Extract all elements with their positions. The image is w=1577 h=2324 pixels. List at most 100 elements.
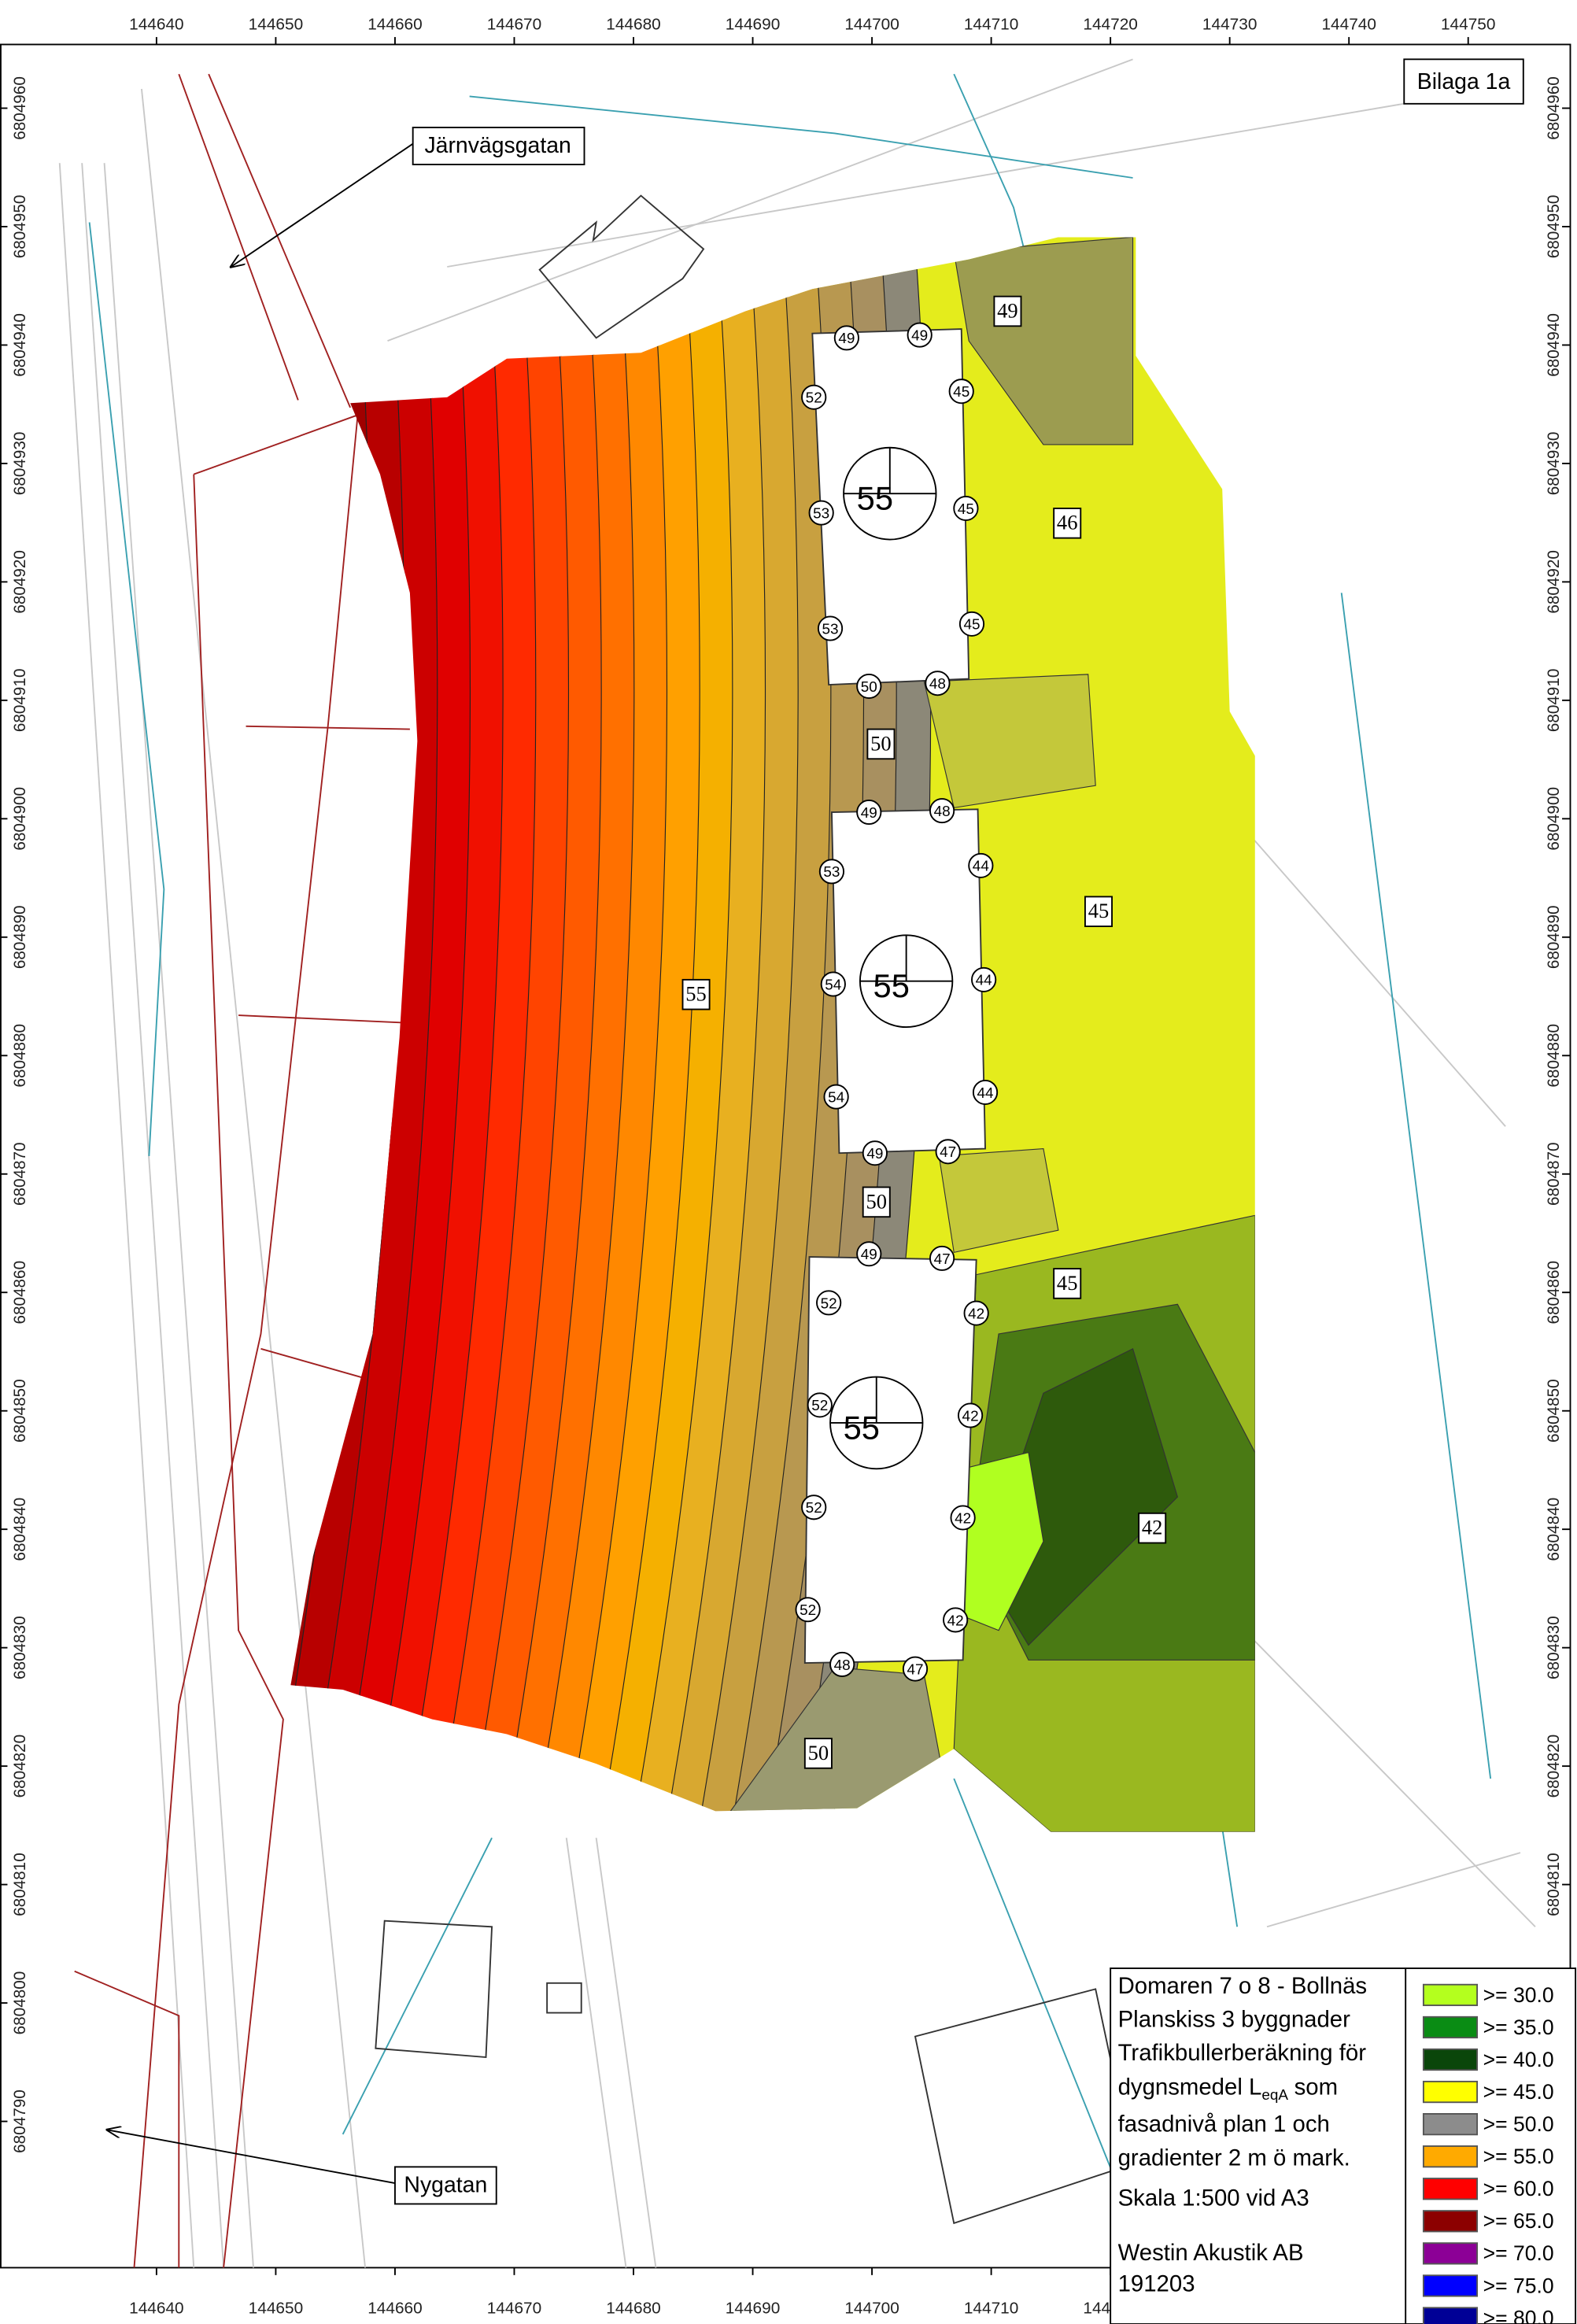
facade-label: 48: [934, 804, 951, 820]
legend-label: >= 30.0: [1483, 1983, 1554, 2007]
legend-swatch: [1424, 2082, 1477, 2102]
facade-label: 45: [953, 384, 969, 401]
facade-label: 44: [973, 859, 989, 875]
info-line: fasadnivå plan 1 och: [1118, 2112, 1330, 2137]
legend-label: >= 60.0: [1483, 2177, 1554, 2200]
facade-label: 52: [821, 1295, 837, 1312]
info-line: Westin Akustik AB: [1118, 2241, 1304, 2266]
facade-label: 44: [976, 973, 992, 989]
x-tick-label: 144750: [1441, 16, 1495, 34]
legend-label: >= 50.0: [1483, 2112, 1554, 2136]
legend-label: >= 40.0: [1483, 2048, 1554, 2071]
legend-swatch: [1424, 2307, 1477, 2324]
facade-label: 52: [806, 1500, 822, 1517]
x-tick-label: 144640: [129, 2300, 183, 2318]
facade-label: 47: [940, 1144, 956, 1161]
zone-label: 49: [997, 298, 1018, 322]
x-tick-label: 144700: [844, 2300, 899, 2318]
y-tick-label: 6804840: [11, 1498, 29, 1561]
facade-label: 52: [800, 1602, 816, 1619]
x-tick-label: 144730: [1202, 16, 1257, 34]
x-tick-label: 144660: [367, 16, 422, 34]
y-tick-label: 6804790: [11, 2089, 29, 2153]
zone-label: 50: [866, 1189, 887, 1213]
facade-label: 47: [907, 1661, 923, 1678]
facade-label: 53: [813, 506, 829, 523]
x-tick-label: 144640: [129, 16, 183, 34]
appendix-label: Bilaga 1a: [1417, 69, 1511, 94]
info-line: Trafikbullerberäkning för: [1118, 2041, 1367, 2066]
legend-label: >= 45.0: [1483, 2080, 1554, 2104]
x-tick-label: 144700: [844, 16, 899, 34]
info-text: dygnsmedel L: [1118, 2075, 1262, 2100]
y-tick-label: 6804830: [11, 1616, 29, 1679]
band: [924, 674, 1095, 807]
y-tick-label: 6804880: [1545, 1024, 1563, 1088]
facade-label: 49: [838, 331, 855, 347]
y-tick-label: 6804880: [11, 1024, 29, 1088]
zone-label: 45: [1057, 1271, 1078, 1295]
facade-label: 48: [929, 676, 946, 693]
legend-swatch: [1424, 2275, 1477, 2296]
x-tick-label: 144710: [964, 16, 1018, 34]
facade-label: 49: [911, 328, 928, 345]
y-tick-label: 6804940: [1545, 313, 1563, 377]
facade-label: 54: [825, 977, 841, 993]
zone-label: 46: [1057, 511, 1078, 534]
facade-label: 42: [968, 1306, 984, 1322]
y-tick-label: 6804850: [11, 1379, 29, 1443]
facade-label: 47: [934, 1251, 951, 1268]
y-tick-label: 6804870: [11, 1142, 29, 1206]
noise-map: 5549495245534553455048554948534454445444…: [0, 0, 1577, 2324]
y-tick-label: 6804850: [1545, 1379, 1563, 1443]
legend-swatch: [1424, 1985, 1477, 2005]
legend-label: >= 35.0: [1483, 2015, 1554, 2039]
y-tick-label: 6804890: [1545, 905, 1563, 969]
x-tick-label: 144650: [249, 16, 303, 34]
legend-swatch: [1424, 2049, 1477, 2070]
facade-label: 52: [811, 1398, 828, 1414]
legend-swatch: [1424, 2211, 1477, 2231]
facade-label: 49: [861, 1247, 877, 1263]
info-line: Skala 1:500 vid A3: [1118, 2186, 1309, 2211]
street-label: Järnvägsgatan: [424, 133, 571, 158]
zone-label: 45: [1088, 899, 1110, 922]
zone-label: 42: [1142, 1516, 1163, 1539]
facade-label: 49: [861, 805, 877, 822]
legend-label: >= 65.0: [1483, 2209, 1554, 2233]
facade-label: 52: [806, 390, 822, 407]
legend-swatch: [1424, 2017, 1477, 2038]
facade-label: 53: [822, 621, 839, 637]
x-tick-label: 144720: [1083, 16, 1137, 34]
facade-label: 42: [962, 1408, 979, 1424]
x-tick-label: 144650: [249, 2300, 303, 2318]
y-tick-label: 6804820: [1545, 1735, 1563, 1798]
y-tick-label: 6804950: [11, 195, 29, 259]
y-tick-label: 6804950: [1545, 195, 1563, 259]
facade-label: 45: [958, 501, 974, 518]
y-tick-label: 6804810: [11, 1853, 29, 1916]
building-label: 55: [844, 1409, 880, 1446]
y-tick-label: 6804910: [1545, 669, 1563, 733]
x-tick-label: 144680: [606, 16, 660, 34]
building-label: 55: [873, 967, 910, 1004]
x-tick-label: 144710: [964, 2300, 1018, 2318]
y-tick-label: 6804900: [11, 787, 29, 851]
x-tick-label: 144680: [606, 2300, 660, 2318]
legend-label: >= 70.0: [1483, 2241, 1554, 2265]
legend-swatch: [1424, 2114, 1477, 2134]
page: {"appendix_label":"Bilaga 1a", "streets"…: [0, 0, 1577, 2324]
street-label: Nygatan: [404, 2172, 487, 2197]
legend-swatch: [1424, 2243, 1477, 2263]
info-text: eqA: [1261, 2087, 1288, 2104]
x-tick-label: 144660: [367, 2300, 422, 2318]
facade-label: 42: [947, 1613, 964, 1629]
y-tick-label: 6804830: [1545, 1616, 1563, 1679]
facade-label: 49: [866, 1146, 883, 1162]
facade-label: 42: [955, 1510, 971, 1527]
facade-label: 50: [861, 679, 877, 696]
y-tick-label: 6804870: [1545, 1142, 1563, 1206]
legend-label: >= 75.0: [1483, 2274, 1554, 2297]
x-tick-label: 144740: [1321, 16, 1376, 34]
zone-label: 50: [870, 731, 892, 755]
